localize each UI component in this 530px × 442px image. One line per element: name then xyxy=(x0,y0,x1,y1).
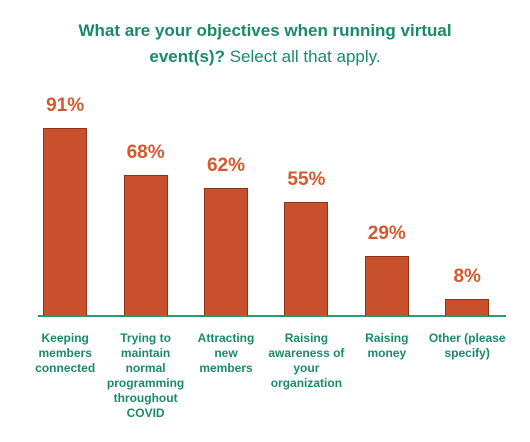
bar xyxy=(43,127,88,316)
chart-title: What are your objectives when running vi… xyxy=(78,21,452,66)
value-label: 55% xyxy=(287,169,326,191)
value-label: 68% xyxy=(126,142,165,164)
value-label: 91% xyxy=(46,94,85,116)
bar xyxy=(123,175,168,316)
chart-subtitle: Select all that apply. xyxy=(229,47,381,66)
value-label: 62% xyxy=(206,154,246,176)
x-tick-label: Trying to maintain normal programming th… xyxy=(106,331,185,420)
x-tick-label: Other (please specify) xyxy=(428,331,506,360)
x-tick-label: Keeping members connected xyxy=(35,331,96,375)
bar xyxy=(364,255,409,316)
value-label: 8% xyxy=(453,266,481,288)
bar xyxy=(284,202,329,316)
bar xyxy=(445,299,490,316)
x-axis-line xyxy=(38,315,506,317)
x-tick-label: Attracting new members xyxy=(197,331,255,375)
bar xyxy=(204,187,248,316)
x-tick-label: Raising money xyxy=(365,331,409,360)
value-label: 29% xyxy=(367,222,406,244)
title-block: What are your objectives when running vi… xyxy=(60,18,470,70)
x-tick-label: Raising awareness of your organization xyxy=(268,331,345,390)
